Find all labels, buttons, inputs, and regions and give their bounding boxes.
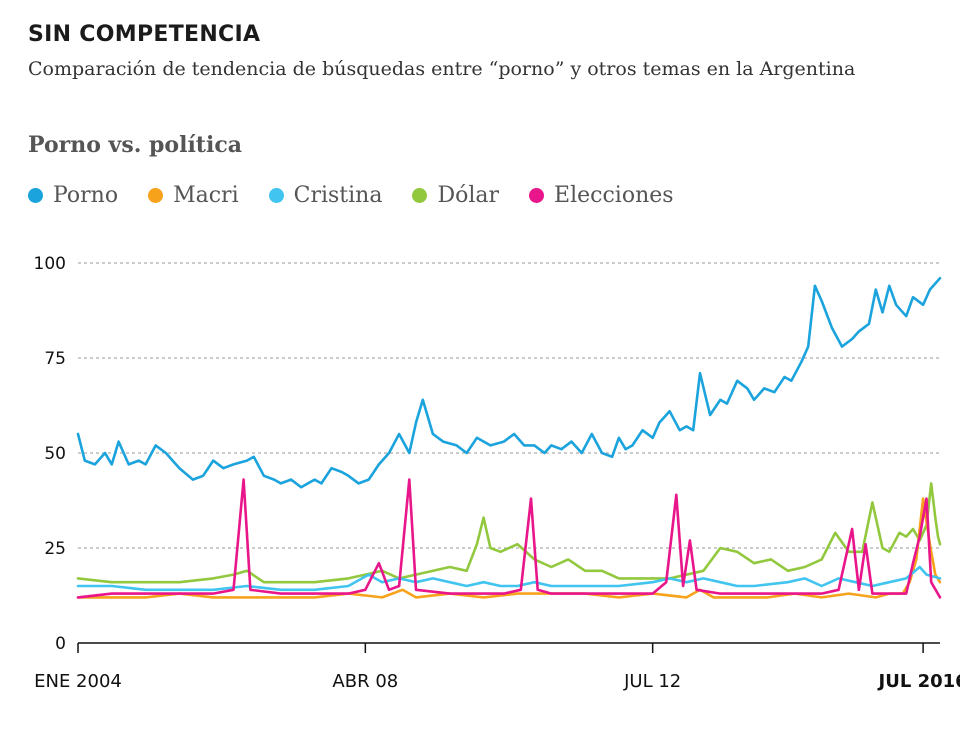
legend-item-dolar: Dólar [412, 183, 499, 208]
series-lines [76, 276, 942, 599]
legend: Porno Macri Cristina Dólar Elecciones [28, 183, 704, 208]
legend-swatch-dolar [412, 188, 428, 203]
x-tick-label: ABR 08 [332, 671, 398, 692]
x-axis-ticks: ENE 2004 ABR 08 JUL 12 JUL 2016 [34, 643, 960, 692]
series-line-macri [76, 497, 942, 599]
x-tick-label: ENE 2004 [34, 671, 122, 692]
x-tick-label: JUL 12 [623, 671, 681, 692]
y-tick-label: 75 [44, 349, 66, 369]
series-line-cristina [76, 565, 942, 592]
legend-label-elecciones: Elecciones [554, 183, 674, 208]
legend-label-dolar: Dólar [437, 183, 500, 208]
legend-swatch-macri [148, 188, 164, 203]
legend-item-elecciones: Elecciones [529, 183, 674, 208]
plot-title: Porno vs. política [28, 132, 242, 158]
y-tick-label: 100 [34, 254, 66, 274]
legend-swatch-elecciones [529, 188, 545, 203]
legend-item-porno: Porno [28, 183, 118, 208]
series-line-elecciones [76, 478, 942, 599]
y-tick-label: 0 [55, 634, 66, 654]
legend-label-cristina: Cristina [293, 183, 383, 208]
legend-swatch-cristina [268, 188, 284, 203]
legend-item-macri: Macri [148, 183, 239, 208]
x-tick-label: JUL 2016 [877, 671, 960, 692]
y-axis-ticks: 0 25 50 75 100 [34, 254, 66, 654]
series-line-porno [76, 276, 942, 489]
legend-label-porno: Porno [53, 183, 119, 208]
legend-label-macri: Macri [173, 183, 239, 208]
series-line-dolar [76, 482, 942, 584]
legend-swatch-porno [28, 188, 43, 203]
gridlines [78, 262, 940, 549]
chart-subtitle: Comparación de tendencia de búsquedas en… [28, 58, 856, 80]
chart-title: SIN COMPETENCIA [28, 22, 261, 47]
legend-item-cristina: Cristina [268, 183, 383, 208]
y-tick-label: 50 [44, 444, 66, 464]
y-tick-label: 25 [44, 539, 66, 559]
